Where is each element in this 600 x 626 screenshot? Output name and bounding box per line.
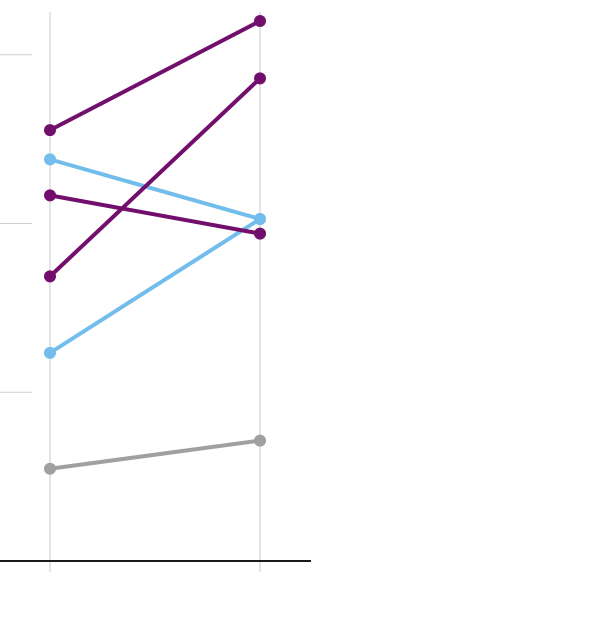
series-1-point-2 (254, 15, 266, 27)
series-3-point-1 (44, 189, 56, 202)
series-1-point-1 (44, 124, 56, 137)
series-1 (44, 15, 266, 137)
series-1-line (48, 19, 262, 133)
grid-layer (0, 12, 261, 572)
series-6-point-2 (254, 434, 266, 447)
series-5-line (48, 217, 262, 355)
series-3-line (48, 193, 262, 236)
series-6 (44, 434, 266, 475)
series-3 (44, 189, 266, 240)
series-6-line (48, 438, 262, 471)
series-3-point-2 (254, 227, 266, 240)
series-4-point-1 (44, 153, 56, 166)
series-5-point-1 (44, 346, 56, 359)
series-2-line (48, 76, 262, 279)
series-5-point-2 (254, 213, 266, 225)
series-layer (44, 15, 266, 475)
series-6-point-1 (44, 462, 56, 475)
series-2-point-1 (44, 270, 56, 283)
series-4-line (48, 157, 262, 221)
series-2-point-2 (254, 72, 266, 85)
series-5 (44, 213, 266, 359)
series-2 (44, 72, 266, 283)
